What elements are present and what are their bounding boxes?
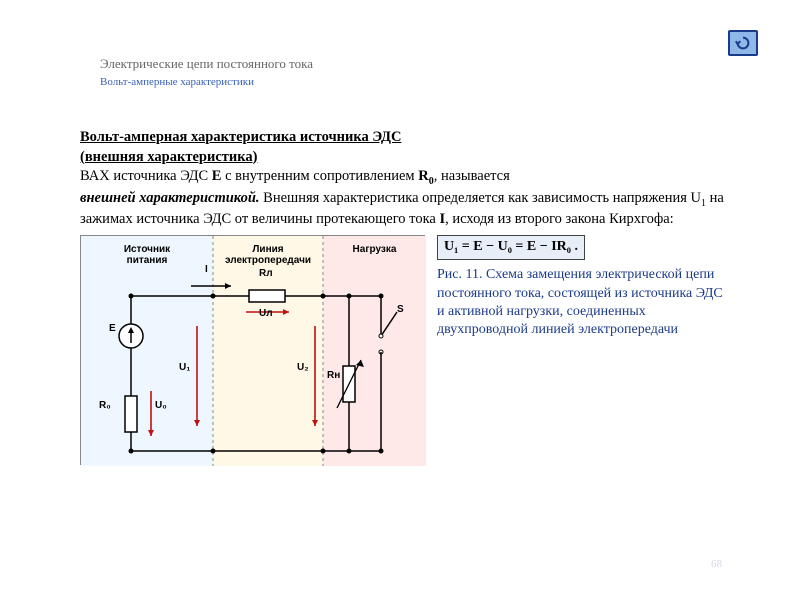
page-header: Электрические цепи постоянного тока Воль… — [100, 56, 313, 88]
svg-text:I: I — [205, 264, 208, 275]
figure-side: U₁ = E − U₀ = E − IR₀ . Рис. 11. Схема з… — [437, 235, 730, 465]
svg-text:U₂: U₂ — [297, 362, 309, 373]
svg-text:R₀: R₀ — [99, 400, 111, 411]
p2b: Внешняя характеристика определяется как … — [260, 190, 691, 206]
svg-text:S: S — [397, 304, 404, 315]
svg-text:E: E — [109, 323, 116, 334]
content-body: Вольт-амперная характеристика источника … — [80, 128, 730, 465]
svg-text:U₁: U₁ — [179, 362, 190, 373]
voltamp-heading-line1: Вольт-амперная характеристика источника … — [80, 128, 730, 148]
paragraph-2: внешней характеристикой. Внешняя характе… — [80, 189, 730, 230]
svg-text:Uл: Uл — [259, 308, 273, 319]
svg-text:Rн: Rн — [327, 370, 340, 381]
circuit-svg: Источникпитания Линияэлектропередачи Нагру… — [81, 236, 426, 466]
voltamp-heading-line2: (внешняя характеристика) — [80, 148, 730, 168]
sym-r0: R0 — [418, 168, 433, 184]
section-subtitle: Вольт-амперные характеристики — [100, 76, 313, 88]
svg-text:электропередачи: электропередачи — [225, 255, 311, 266]
section-title: Электрические цепи постоянного тока — [100, 56, 313, 72]
formula-text: U₁ = E − U₀ = E − IR₀ . — [444, 239, 578, 254]
svg-text:Rл: Rл — [259, 268, 273, 279]
page-number: 68 — [711, 558, 722, 570]
svg-text:питания: питания — [127, 255, 168, 266]
paragraph-1: ВАХ источника ЭДС Е с внутренним сопроти… — [80, 167, 730, 188]
return-icon — [734, 35, 752, 51]
svg-text:Источник: Источник — [124, 244, 171, 255]
formula-box: U₁ = E − U₀ = E − IR₀ . — [437, 235, 585, 260]
svg-text:Линия: Линия — [252, 244, 283, 255]
svg-text:Нагрузка: Нагрузка — [353, 244, 397, 255]
p1c: , называется — [434, 168, 510, 184]
p1a: ВАХ источника ЭДС — [80, 168, 212, 184]
return-nav-button[interactable] — [728, 30, 758, 56]
sym-u1: U1 — [691, 190, 706, 206]
p1b: с внутренним сопротивлением — [221, 168, 418, 184]
circuit-figure: Источникпитания Линияэлектропередачи Нагру… — [80, 235, 425, 465]
p2d: , исходя из второго закона Кирхгофа: — [445, 211, 674, 227]
figure-caption: Рис. 11. Схема замещения электрической ц… — [437, 266, 730, 339]
p2a: внешней характеристикой. — [80, 190, 260, 206]
svg-text:U₀: U₀ — [155, 400, 167, 411]
